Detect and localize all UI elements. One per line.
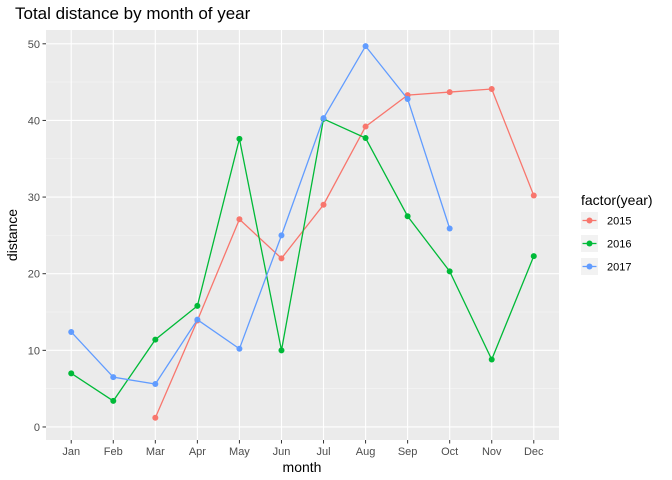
legend-item-2016: 2016: [581, 235, 631, 252]
series-line-2017: [70, 44, 451, 385]
x-tick-label: Jun: [273, 446, 291, 458]
x-tick-label: Oct: [441, 446, 458, 458]
legend-key-point: [586, 240, 593, 247]
data-point-2016-Aug: [362, 135, 369, 142]
data-point-2016-Mar: [152, 336, 159, 343]
minor-gridlines: [46, 81, 559, 389]
legend: factor(year) 2015 2016 2017: [581, 192, 653, 275]
data-point-2017-Apr: [194, 316, 201, 323]
data-point-2017-Aug: [362, 43, 369, 50]
data-point-2017-Jul: [320, 115, 327, 122]
x-axis-title: month: [283, 459, 322, 475]
y-tick-label: 0: [34, 422, 40, 434]
data-point-2015-Dec: [530, 192, 537, 199]
series-2016: [68, 115, 537, 404]
legend-item-2015: 2015: [581, 212, 631, 229]
data-point-2016-Jun: [278, 347, 285, 354]
series-layer: [68, 43, 537, 421]
data-point-2015-Oct: [446, 89, 453, 96]
y-tick-label: 20: [28, 269, 40, 281]
data-point-2017-Oct: [446, 225, 453, 232]
data-point-2015-Aug: [362, 123, 369, 130]
data-point-2015-Jun: [278, 255, 285, 262]
data-point-2017-Feb: [110, 374, 117, 381]
y-tick-label: 30: [28, 192, 40, 204]
data-point-2015-May: [236, 216, 243, 223]
x-tick-label: Dec: [524, 446, 544, 458]
series-2017: [68, 43, 453, 388]
axes-layer: 0 10 20 30 40 50 Jan Feb Mar Apr May Jun Jul Aug Sep Oc…: [28, 39, 544, 458]
y-tick-label: 50: [28, 39, 40, 51]
y-tick-label: 10: [28, 345, 40, 357]
x-tick-label: Jan: [62, 446, 80, 458]
data-point-2015-Jul: [320, 201, 327, 208]
data-point-2016-Feb: [110, 397, 117, 404]
data-point-2015-Mar: [152, 414, 159, 421]
x-tick-label: May: [229, 446, 250, 458]
data-point-2017-Sep: [404, 95, 411, 102]
x-tick-label: Nov: [482, 446, 502, 458]
major-gridlines: [46, 30, 559, 440]
x-tick-label: Apr: [189, 446, 206, 458]
series-line-2015: [154, 88, 535, 419]
data-point-2016-Jan: [68, 370, 75, 377]
chart-title: Total distance by month of year: [15, 4, 251, 23]
data-point-2017-Mar: [152, 381, 159, 388]
legend-label: 2015: [607, 216, 631, 228]
x-tick-label: Jul: [316, 446, 330, 458]
x-tick-label: Sep: [398, 446, 418, 458]
data-point-2016-May: [236, 135, 243, 142]
data-point-2016-Nov: [488, 356, 495, 363]
legend-key-point: [586, 263, 593, 270]
x-tick-label: Aug: [356, 446, 376, 458]
x-tick-label: Mar: [146, 446, 165, 458]
y-tick-label: 40: [28, 115, 40, 127]
data-point-2017-May: [236, 345, 243, 352]
legend-label: 2016: [607, 239, 631, 251]
data-point-2016-Apr: [194, 302, 201, 309]
data-point-2017-Jun: [278, 232, 285, 239]
data-point-2017-Jan: [68, 328, 75, 335]
y-axis-title: distance: [4, 209, 20, 261]
legend-key-point: [586, 217, 593, 224]
x-tick-label: Feb: [104, 446, 123, 458]
legend-label: 2017: [607, 262, 631, 274]
legend-item-2017: 2017: [581, 258, 631, 275]
data-point-2016-Oct: [446, 268, 453, 275]
series-line-2016: [70, 117, 535, 402]
data-point-2016-Dec: [530, 253, 537, 260]
legend-title: factor(year): [581, 192, 653, 208]
data-point-2016-Sep: [404, 213, 411, 220]
data-point-2015-Nov: [488, 86, 495, 93]
